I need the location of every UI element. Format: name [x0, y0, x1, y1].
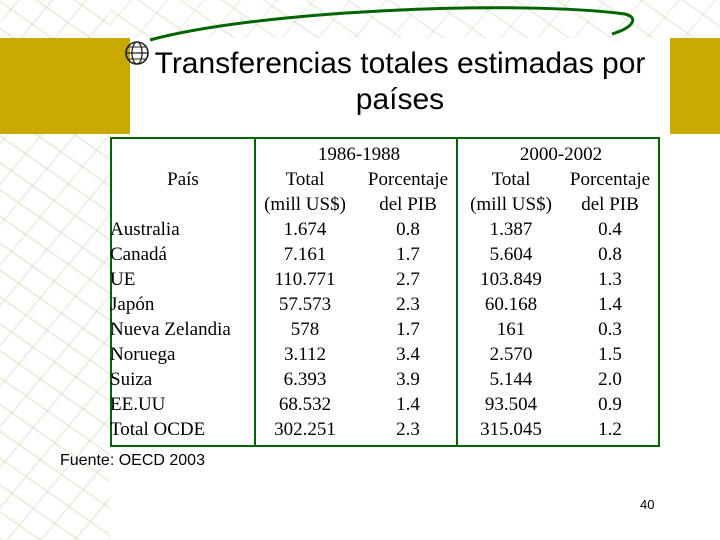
country-header: País [167, 168, 199, 190]
pct2-cell: 1.5 [598, 343, 622, 365]
table-row: UE 110.771 2.7 103.849 1.3 [110, 267, 660, 292]
pct2-cell: 1.4 [598, 293, 622, 315]
pct1-cell: 2.3 [396, 418, 420, 440]
pct1-cell: 2.7 [396, 268, 420, 290]
pct1-cell: 1.7 [396, 318, 420, 340]
pct2-cell: 1.2 [598, 418, 622, 440]
total1-cell: 578 [290, 318, 320, 340]
pct1-cell: 0.8 [396, 218, 420, 240]
table-row: EE.UU 68.532 1.4 93.504 0.9 [110, 392, 660, 417]
country-cell: Japón [110, 293, 155, 315]
total1-cell: 68.532 [278, 393, 332, 415]
country-cell: UE [110, 268, 136, 290]
total2-cell: 161 [496, 318, 526, 340]
total2-cell: 103.849 [480, 268, 542, 290]
pct1-cell: 1.7 [396, 243, 420, 265]
table-top-rule [110, 137, 660, 139]
country-cell: Suiza [110, 368, 153, 390]
country-cell: Noruega [110, 343, 176, 365]
total2-cell: 1.387 [489, 218, 533, 240]
percent-header-1: Porcentaje [367, 168, 449, 190]
total1-cell: 3.112 [283, 343, 327, 365]
swoosh-decoration [149, 6, 635, 42]
period1-header: 1986-1988 [317, 143, 401, 165]
pct2-cell: 0.4 [598, 218, 622, 240]
total-header-2: Total [491, 168, 531, 190]
total2-cell: 315.045 [480, 418, 542, 440]
period2-header: 2000-2002 [519, 143, 603, 165]
pct2-cell: 0.8 [598, 243, 622, 265]
table-rule-col1 [254, 137, 256, 447]
table-bottom-rule [110, 445, 660, 447]
total2-cell: 60.168 [484, 293, 538, 315]
header-row-labels: País Total Porcentaje Total Porcentaje [110, 167, 660, 192]
total2-cell: 5.604 [489, 243, 533, 265]
total2-cell: 5.144 [489, 368, 533, 390]
header-row-units: (mill US$) del PIB (mill US$) del PIB [110, 192, 660, 217]
table-row: Nueva Zelandia 578 1.7 161 0.3 [110, 317, 660, 342]
table-row: Japón 57.573 2.3 60.168 1.4 [110, 292, 660, 317]
globe-icon [125, 41, 149, 65]
table-rule-col3 [456, 137, 458, 447]
total2-cell: 93.504 [484, 393, 538, 415]
page-number: 40 [640, 497, 655, 512]
table-row-total: Total OCDE 302.251 2.3 315.045 1.2 [110, 417, 660, 442]
total-header-1: Total [285, 168, 325, 190]
total1-cell: 7.161 [283, 243, 327, 265]
pib-header-2: del PIB [581, 193, 639, 215]
units-header-1: (mill US$) [264, 193, 346, 215]
pct2-cell: 0.3 [598, 318, 622, 340]
pct1-cell: 2.3 [396, 293, 420, 315]
country-cell: Total OCDE [110, 418, 206, 440]
pct2-cell: 2.0 [598, 368, 622, 390]
total1-cell: 1.674 [283, 218, 327, 240]
header-row-periods: 1986-1988 2000-2002 [110, 142, 660, 167]
total1-cell: 57.573 [278, 293, 332, 315]
pct1-cell: 3.4 [396, 343, 420, 365]
transfers-table: 1986-1988 2000-2002 País Total Porcentaj… [110, 142, 660, 442]
slide-title: Transferencias totales estimadas por paí… [154, 47, 646, 116]
pct1-cell: 1.4 [396, 393, 420, 415]
table-row: Noruega 3.112 3.4 2.570 1.5 [110, 342, 660, 367]
percent-header-2: Porcentaje [569, 168, 651, 190]
country-cell: Nueva Zelandia [110, 318, 231, 340]
total1-cell: 110.771 [274, 268, 336, 290]
pct2-cell: 0.9 [598, 393, 622, 415]
country-cell: Australia [110, 218, 180, 240]
table-row: Suiza 6.393 3.9 5.144 2.0 [110, 367, 660, 392]
total1-cell: 302.251 [274, 418, 336, 440]
country-cell: Canadá [110, 243, 167, 265]
table-right-rule [658, 137, 660, 447]
table-left-rule [110, 137, 112, 447]
country-cell: EE.UU [110, 393, 166, 415]
pib-header-1: del PIB [379, 193, 437, 215]
total2-cell: 2.570 [489, 343, 533, 365]
total1-cell: 6.393 [283, 368, 327, 390]
source-note: Fuente: OECD 2003 [60, 452, 205, 469]
units-header-2: (mill US$) [470, 193, 552, 215]
pct2-cell: 1.3 [598, 268, 622, 290]
title-box [130, 38, 670, 134]
pct1-cell: 3.9 [396, 368, 420, 390]
table-row: Canadá 7.161 1.7 5.604 0.8 [110, 242, 660, 267]
table-row: Australia 1.674 0.8 1.387 0.4 [110, 217, 660, 242]
